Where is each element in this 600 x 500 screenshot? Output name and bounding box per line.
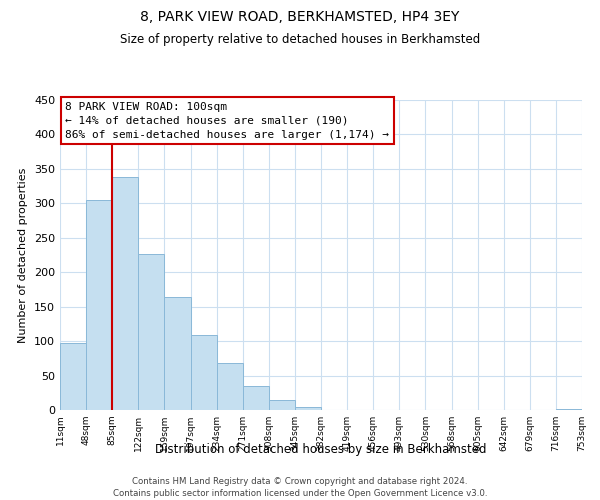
Bar (191, 335, 217, 410)
Bar (556, 408, 582, 410)
Bar (295, 406, 321, 410)
Text: Contains HM Land Registry data © Crown copyright and database right 2024.
Contai: Contains HM Land Registry data © Crown c… (113, 476, 487, 498)
Bar (139, 254, 164, 410)
Bar (164, 297, 191, 410)
Bar (269, 400, 295, 410)
Text: Distribution of detached houses by size in Berkhamsted: Distribution of detached houses by size … (155, 442, 487, 456)
Bar (243, 386, 269, 410)
Text: 8, PARK VIEW ROAD, BERKHAMSTED, HP4 3EY: 8, PARK VIEW ROAD, BERKHAMSTED, HP4 3EY (140, 10, 460, 24)
Text: 8 PARK VIEW ROAD: 100sqm
← 14% of detached houses are smaller (190)
86% of semi-: 8 PARK VIEW ROAD: 100sqm ← 14% of detach… (65, 102, 389, 140)
Y-axis label: Number of detached properties: Number of detached properties (19, 168, 28, 342)
Text: Size of property relative to detached houses in Berkhamsted: Size of property relative to detached ho… (120, 32, 480, 46)
Bar (60, 343, 86, 410)
Bar (112, 177, 139, 410)
Bar (86, 200, 112, 410)
Bar (217, 363, 243, 410)
